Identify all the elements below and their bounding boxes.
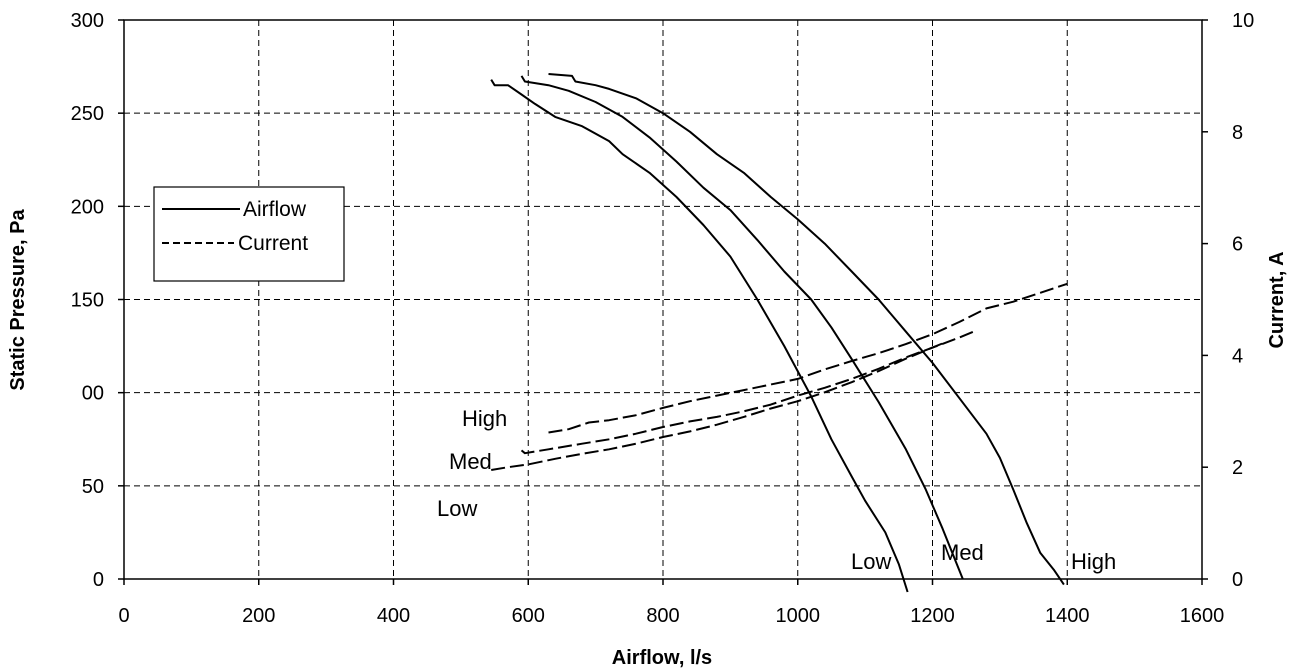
x-tick-label: 1600 [1180,605,1225,627]
x-tick-label: 200 [242,605,275,627]
y-tick-label: 00 [82,383,104,405]
x-tick-label: 1200 [910,605,955,627]
y2-axis-tick-labels: 0 2 4 6 8 10 [1202,10,1254,591]
y2-tick-label: 2 [1232,457,1243,479]
x-axis-tick-labels: 0 200 400 600 800 1000 1200 1400 1600 [118,579,1224,627]
series-airflow-med [520,75,964,580]
x-tick-label: 1000 [776,605,821,627]
y-tick-label: 150 [71,290,104,312]
y-tick-label: 0 [93,569,104,591]
series-current-med [520,330,974,455]
annotation-current-high: High [462,406,507,431]
grid-lines [124,20,1202,579]
series-layer [490,73,1068,593]
annotation-airflow-high: High [1071,549,1116,574]
y-tick-label: 50 [82,476,104,498]
y2-tick-label: 4 [1232,345,1243,367]
legend-airflow-label: Airflow [243,198,307,221]
x-tick-label: 800 [646,605,679,627]
y2-axis-title: Current, A [1266,251,1288,348]
annotation-current-low: Low [437,496,477,521]
y-axis-tick-labels: 0 50 00 150 200 250 300 [71,10,124,591]
x-tick-label: 400 [377,605,410,627]
series-current-low [491,341,947,471]
series-airflow-low [490,79,909,593]
y-tick-label: 300 [71,10,104,32]
x-tick-label: 0 [118,605,129,627]
legend: Airflow Current [153,186,345,282]
y2-tick-label: 0 [1232,569,1243,591]
legend-current-label: Current [238,232,308,255]
y2-tick-label: 10 [1232,10,1254,32]
x-tick-label: 1400 [1045,605,1090,627]
annotation-current-med: Med [449,449,492,474]
y-axis-title: Static Pressure, Pa [7,209,29,391]
annotation-airflow-med: Med [941,540,984,565]
x-tick-label: 600 [512,605,545,627]
annotation-airflow-low: Low [851,549,891,574]
y-tick-label: 200 [71,196,104,218]
y-tick-label: 250 [71,103,104,125]
series-airflow-high [548,73,1065,586]
series-current-high [548,282,1068,434]
y2-tick-label: 8 [1232,122,1243,144]
y2-tick-label: 6 [1232,234,1243,256]
x-axis-title: Airflow, l/s [612,647,712,669]
legend-box [153,186,345,282]
